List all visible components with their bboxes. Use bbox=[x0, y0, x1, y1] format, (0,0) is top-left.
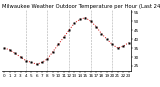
Text: Milwaukee Weather Outdoor Temperature per Hour (Last 24 Hours): Milwaukee Weather Outdoor Temperature pe… bbox=[2, 4, 160, 9]
